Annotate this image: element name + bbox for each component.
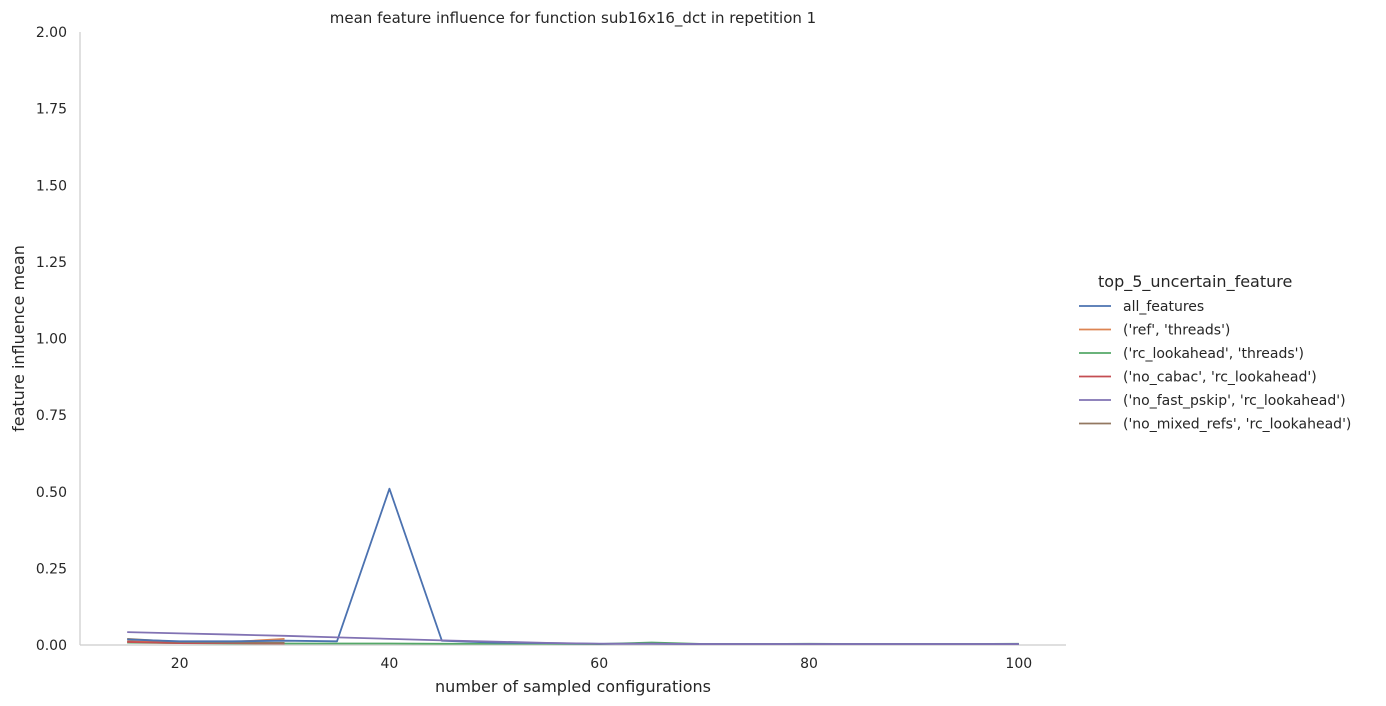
x-tick-label: 100	[1005, 656, 1032, 672]
x-tick-label: 80	[800, 656, 818, 672]
x-axis-label: number of sampled configurations	[435, 677, 711, 696]
y-tick-label: 2.00	[36, 25, 67, 41]
legend-title: top_5_uncertain_feature	[1098, 272, 1292, 292]
y-tick-label: 0.00	[36, 638, 67, 654]
y-axis-label: feature influence mean	[9, 245, 28, 432]
legend-entry: ('no_fast_pskip', 'rc_lookahead')	[1123, 393, 1346, 409]
y-tick-label: 1.50	[36, 178, 67, 194]
legend: top_5_uncertain_feature all_features ('re…	[1079, 272, 1351, 433]
legend-entry: ('no_mixed_refs', 'rc_lookahead')	[1123, 417, 1351, 433]
legend-entry: ('rc_lookahead', 'threads')	[1123, 346, 1304, 362]
series-line	[127, 487, 1019, 645]
chart-title: mean feature influence for function sub1…	[330, 9, 816, 28]
x-tick-label: 20	[171, 656, 189, 672]
y-tick-labels: 0.00 0.25 0.50 0.75 1.00 1.25 1.50 1.75 2.00	[36, 25, 67, 654]
x-tick-labels: 20 40 60 80 100	[171, 656, 1032, 672]
y-tick-label: 0.50	[36, 485, 67, 501]
y-tick-label: 1.75	[36, 102, 67, 118]
axes	[79, 32, 1066, 646]
x-tick-label: 40	[381, 656, 399, 672]
legend-entry: ('no_cabac', 'rc_lookahead')	[1123, 370, 1317, 386]
series-line	[127, 631, 1019, 645]
legend-entry: ('ref', 'threads')	[1123, 323, 1230, 339]
y-tick-label: 1.25	[36, 255, 67, 271]
y-tick-label: 1.00	[36, 332, 67, 348]
series-lines	[127, 487, 1019, 645]
x-tick-label: 60	[590, 656, 608, 672]
legend-items: all_features ('ref', 'threads') ('rc_looka…	[1079, 299, 1351, 433]
legend-entry: all_features	[1123, 299, 1204, 315]
y-tick-label: 0.75	[36, 408, 67, 424]
y-tick-label: 0.25	[36, 561, 67, 577]
